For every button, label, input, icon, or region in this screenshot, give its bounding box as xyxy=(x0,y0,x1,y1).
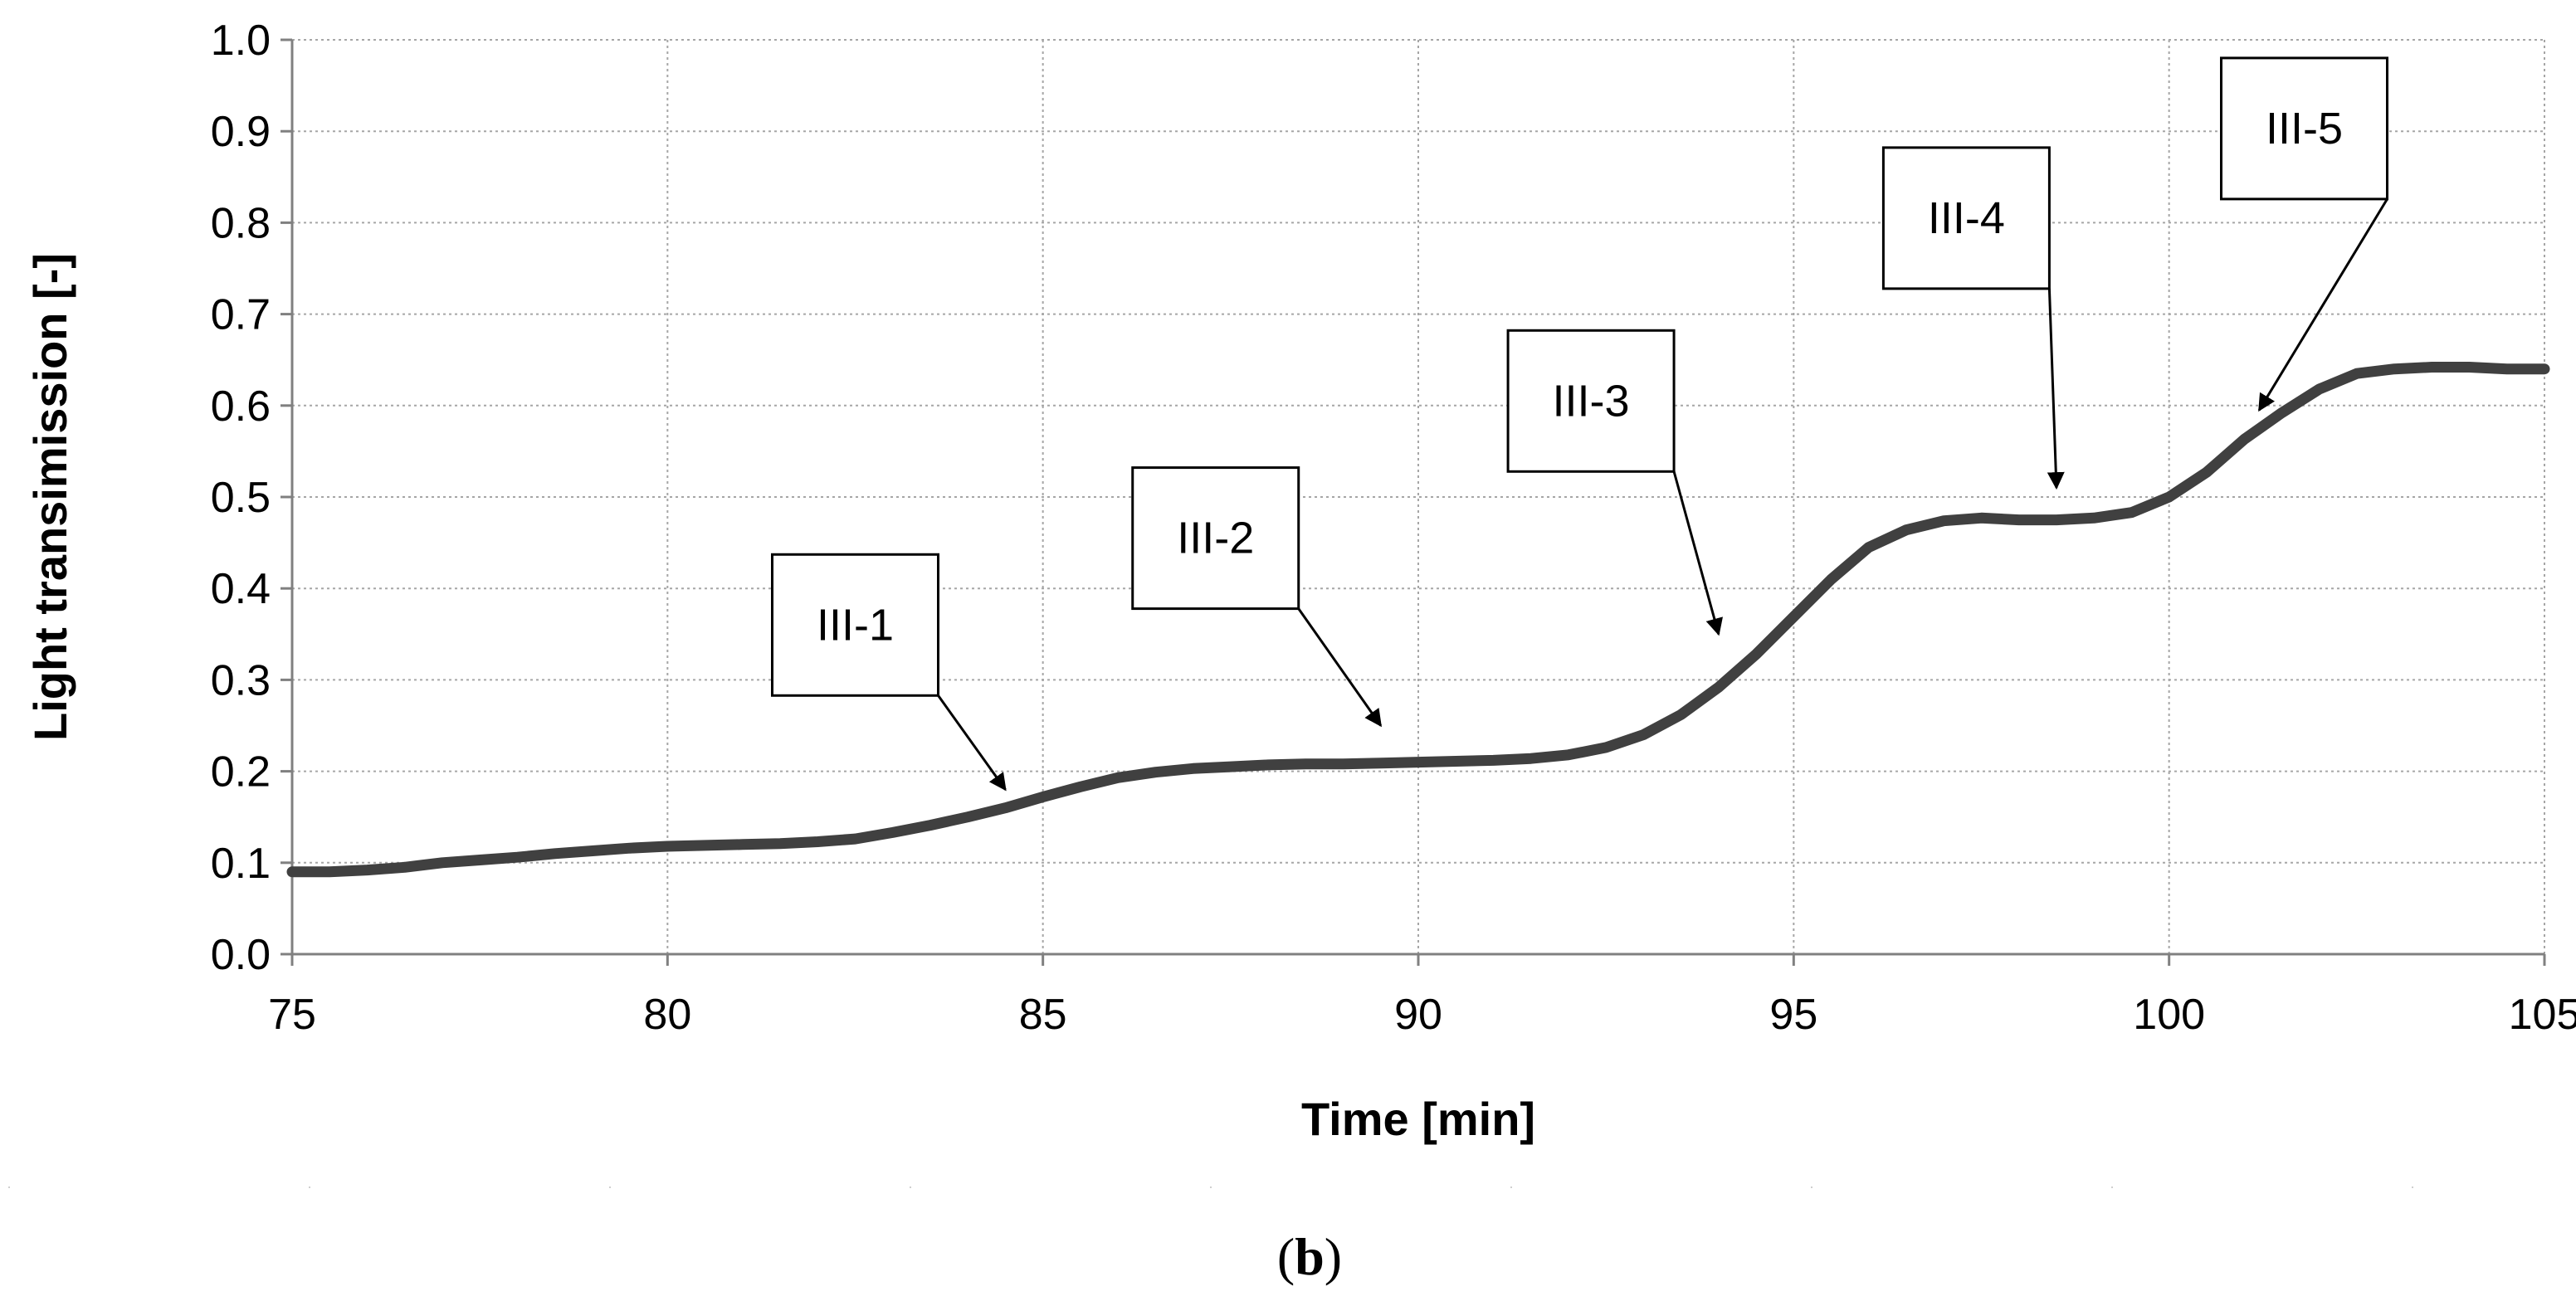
y-tick-label: 0.3 xyxy=(211,656,271,704)
annotation-arrow xyxy=(937,694,1007,792)
y-tick-label: 0.6 xyxy=(211,382,271,431)
y-tick-label: 0.8 xyxy=(211,199,271,247)
annotation-label: III-3 xyxy=(1553,376,1630,426)
annotation: III-5 xyxy=(2220,56,2389,412)
annotation-box xyxy=(2220,56,2389,201)
series-layer xyxy=(286,362,2550,878)
y-tick-label: 0.7 xyxy=(211,291,271,339)
annotation-box xyxy=(1131,466,1300,611)
panel-label-close: ) xyxy=(1325,1227,1342,1286)
annotation-arrow xyxy=(2047,288,2065,490)
annotation-label: III-2 xyxy=(1177,514,1254,563)
panel-label: (b) xyxy=(1277,1227,1342,1286)
annotation-arrow xyxy=(1672,470,1723,636)
panel-label-open: ( xyxy=(1277,1227,1295,1286)
axes xyxy=(281,38,2546,966)
annotation-label: III-5 xyxy=(2266,104,2343,153)
y-tick-label: 0.5 xyxy=(211,474,271,522)
x-tick-label: 100 xyxy=(2133,991,2205,1039)
y-tick-label: 1.0 xyxy=(211,17,271,65)
x-tick-label: 95 xyxy=(1769,991,1817,1039)
annotation: III-3 xyxy=(1506,329,1723,636)
y-tick-label: 0.4 xyxy=(211,565,271,613)
annotation: III-4 xyxy=(1881,146,2065,490)
y-tick-label: 0.2 xyxy=(211,748,271,797)
x-axis-title: Time [min] xyxy=(1301,1093,1535,1145)
annotation-label: III-1 xyxy=(817,600,894,650)
y-tick-label: 0.9 xyxy=(211,108,271,156)
y-tick-label: 0.1 xyxy=(211,840,271,888)
x-tick-label: 85 xyxy=(1019,991,1067,1039)
annotation-box xyxy=(771,553,939,697)
series-line xyxy=(286,362,2550,878)
annotation-box xyxy=(1881,146,2051,290)
tick-labels: 0.0 0.1 0.2 0.3 0.4 0.5 0.6 0.7 0.8 0.9 1.0 75 80 85 9… xyxy=(211,17,2576,1039)
annotations: III-1 III-2 III-3 III-4 III-5 xyxy=(771,56,2389,792)
panel-label-letter: b xyxy=(1295,1227,1325,1286)
y-tick-label: 0.0 xyxy=(211,931,271,979)
annotation-label: III-4 xyxy=(1928,193,2005,243)
x-tick-label: 105 xyxy=(2509,991,2576,1039)
grid xyxy=(292,39,2545,954)
annotation-arrow xyxy=(2257,198,2388,412)
annotation-arrow xyxy=(1297,607,1382,728)
x-tick-label: 90 xyxy=(1394,991,1442,1039)
annotation: III-2 xyxy=(1131,466,1382,728)
x-tick-label: 80 xyxy=(643,991,691,1039)
annotation: III-1 xyxy=(771,553,1007,792)
y-axis-title: Light transimission [-] xyxy=(24,253,76,741)
annotation-box xyxy=(1506,329,1676,473)
x-tick-label: 75 xyxy=(268,991,316,1039)
